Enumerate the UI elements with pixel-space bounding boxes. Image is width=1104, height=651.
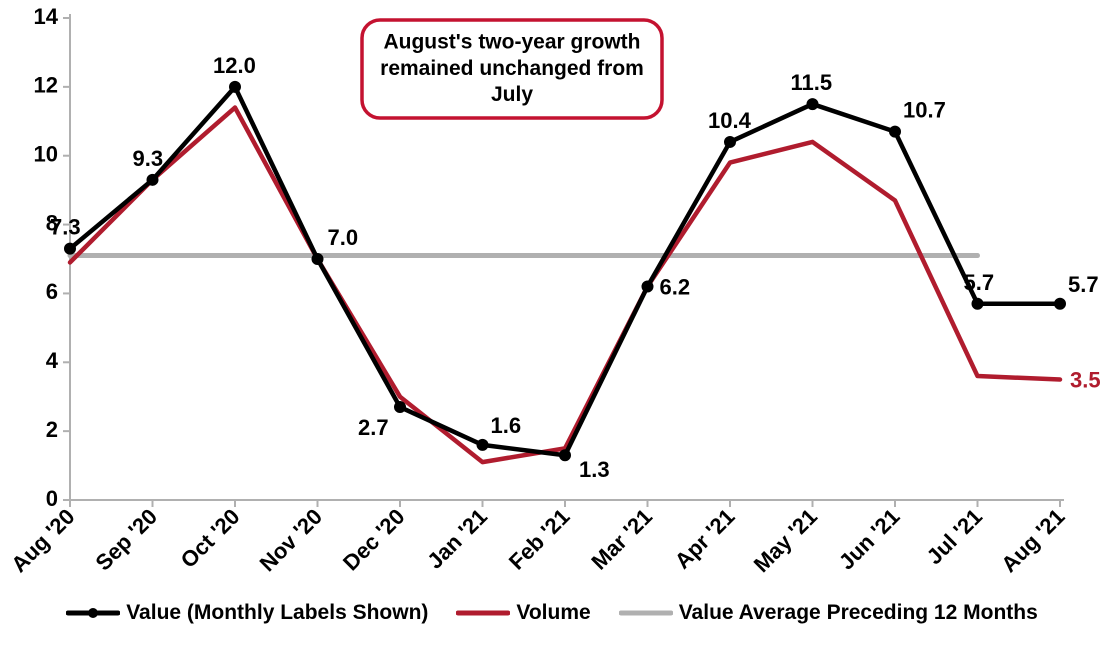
growth-line-chart: 02468101214Aug '20Sep '20Oct '20Nov '20D…	[0, 0, 1104, 651]
svg-text:7.3: 7.3	[50, 215, 81, 240]
svg-text:5.7: 5.7	[1068, 272, 1099, 297]
chart-container: 02468101214Aug '20Sep '20Oct '20Nov '20D…	[0, 0, 1104, 651]
svg-text:12: 12	[34, 73, 58, 98]
svg-text:remained unchanged from: remained unchanged from	[380, 57, 644, 80]
legend-label: Value (Monthly Labels Shown)	[126, 601, 428, 625]
svg-text:4: 4	[46, 348, 59, 373]
svg-text:10.7: 10.7	[903, 98, 946, 123]
svg-text:3.5: 3.5	[1070, 368, 1101, 393]
svg-text:August's two-year growth: August's two-year growth	[383, 31, 640, 54]
legend-label: Value Average Preceding 12 Months	[679, 601, 1038, 625]
legend-item: Volume	[456, 601, 590, 625]
svg-text:5.7: 5.7	[964, 270, 995, 295]
svg-text:9.3: 9.3	[133, 146, 164, 171]
legend-item: Value Average Preceding 12 Months	[619, 601, 1038, 625]
svg-text:10.4: 10.4	[708, 108, 752, 133]
svg-text:1.3: 1.3	[579, 457, 610, 482]
legend-label: Volume	[516, 601, 590, 625]
svg-text:0: 0	[46, 486, 58, 511]
svg-text:11.5: 11.5	[791, 70, 833, 95]
svg-text:6: 6	[46, 279, 58, 304]
svg-text:2.7: 2.7	[358, 415, 389, 440]
svg-text:July: July	[491, 83, 533, 106]
svg-text:6.2: 6.2	[660, 275, 691, 300]
svg-text:2: 2	[46, 417, 58, 442]
svg-text:7.0: 7.0	[328, 225, 359, 250]
legend-item: Value (Monthly Labels Shown)	[66, 601, 428, 625]
svg-text:12.0: 12.0	[213, 53, 256, 78]
svg-text:1.6: 1.6	[491, 413, 522, 438]
svg-text:14: 14	[34, 4, 59, 29]
svg-text:10: 10	[34, 142, 58, 167]
legend: Value (Monthly Labels Shown) Volume Value …	[0, 601, 1104, 625]
